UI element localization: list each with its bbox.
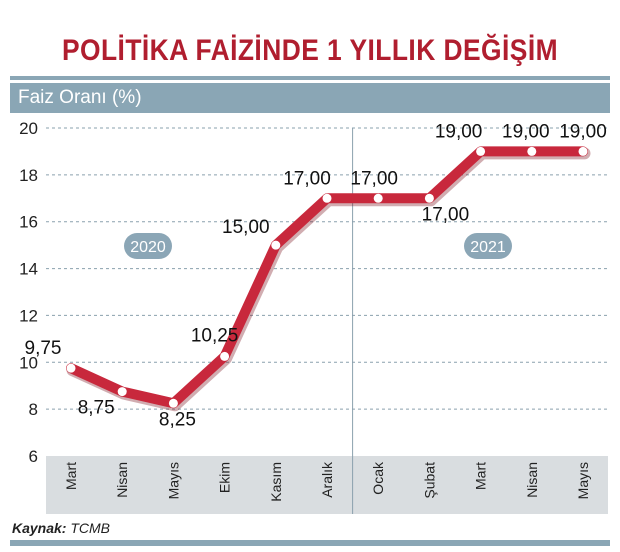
data-point (220, 351, 230, 361)
data-point (476, 146, 486, 156)
y-tick-label: 12 (19, 306, 38, 325)
y-tick-label: 14 (19, 260, 38, 279)
x-tick-label: Ocak (370, 461, 386, 495)
data-label: 19,00 (559, 121, 607, 142)
y-tick-label: 10 (19, 353, 38, 372)
x-axis-band (46, 456, 608, 514)
y-tick-label: 20 (19, 119, 38, 138)
data-label: 9,75 (25, 338, 62, 359)
year-badge-label: 2020 (130, 239, 166, 256)
x-tick-label: Mayıs (575, 462, 591, 499)
y-axis-label: Faiz Oranı (%) (18, 87, 142, 108)
y-tick-label: 6 (29, 447, 38, 466)
page-title: POLİTİKA FAİZİNDE 1 YILLIK DEĞİŞİM (61, 34, 559, 67)
data-point (322, 193, 332, 203)
data-label: 15,00 (222, 217, 270, 238)
x-tick-label: Aralık (319, 461, 335, 498)
source-note: Kaynak: TCMB (12, 520, 110, 536)
data-label: 8,75 (78, 398, 115, 419)
title-rule (10, 76, 610, 80)
data-label: 17,00 (422, 204, 470, 225)
series-line-shadow (66, 147, 591, 412)
data-point (66, 363, 76, 373)
data-label: 17,00 (350, 168, 398, 189)
x-tick-label: Mart (473, 462, 489, 490)
data-point (271, 240, 281, 250)
year-badge (464, 233, 512, 259)
data-label: 8,25 (159, 409, 196, 430)
data-label: 19,00 (435, 121, 483, 142)
x-tick-label: Şubat (421, 462, 437, 499)
year-badge (124, 233, 172, 259)
source-label: Kaynak: (12, 520, 67, 536)
x-tick-label: Mayıs (165, 462, 181, 499)
data-point (527, 146, 537, 156)
year-badge-label: 2021 (470, 239, 506, 256)
data-point (117, 387, 127, 397)
data-label: 17,00 (283, 168, 331, 189)
x-tick-label: Nisan (524, 462, 540, 498)
source-value: TCMB (70, 520, 111, 536)
y-tick-label: 8 (29, 400, 38, 419)
data-label: 10,25 (191, 325, 239, 346)
x-tick-label: Nisan (114, 462, 130, 498)
data-point (373, 193, 383, 203)
x-tick-label: Kasım (268, 462, 284, 502)
data-label: 19,00 (502, 121, 550, 142)
axis-header: Faiz Oranı (%) (10, 83, 610, 113)
bottom-rule (10, 540, 610, 546)
y-tick-label: 16 (19, 213, 38, 232)
x-tick-label: Mart (63, 462, 79, 490)
y-tick-label: 18 (19, 166, 38, 185)
data-point (168, 398, 178, 408)
data-point (424, 193, 434, 203)
data-point (578, 146, 588, 156)
x-tick-label: Ekim (217, 462, 233, 493)
